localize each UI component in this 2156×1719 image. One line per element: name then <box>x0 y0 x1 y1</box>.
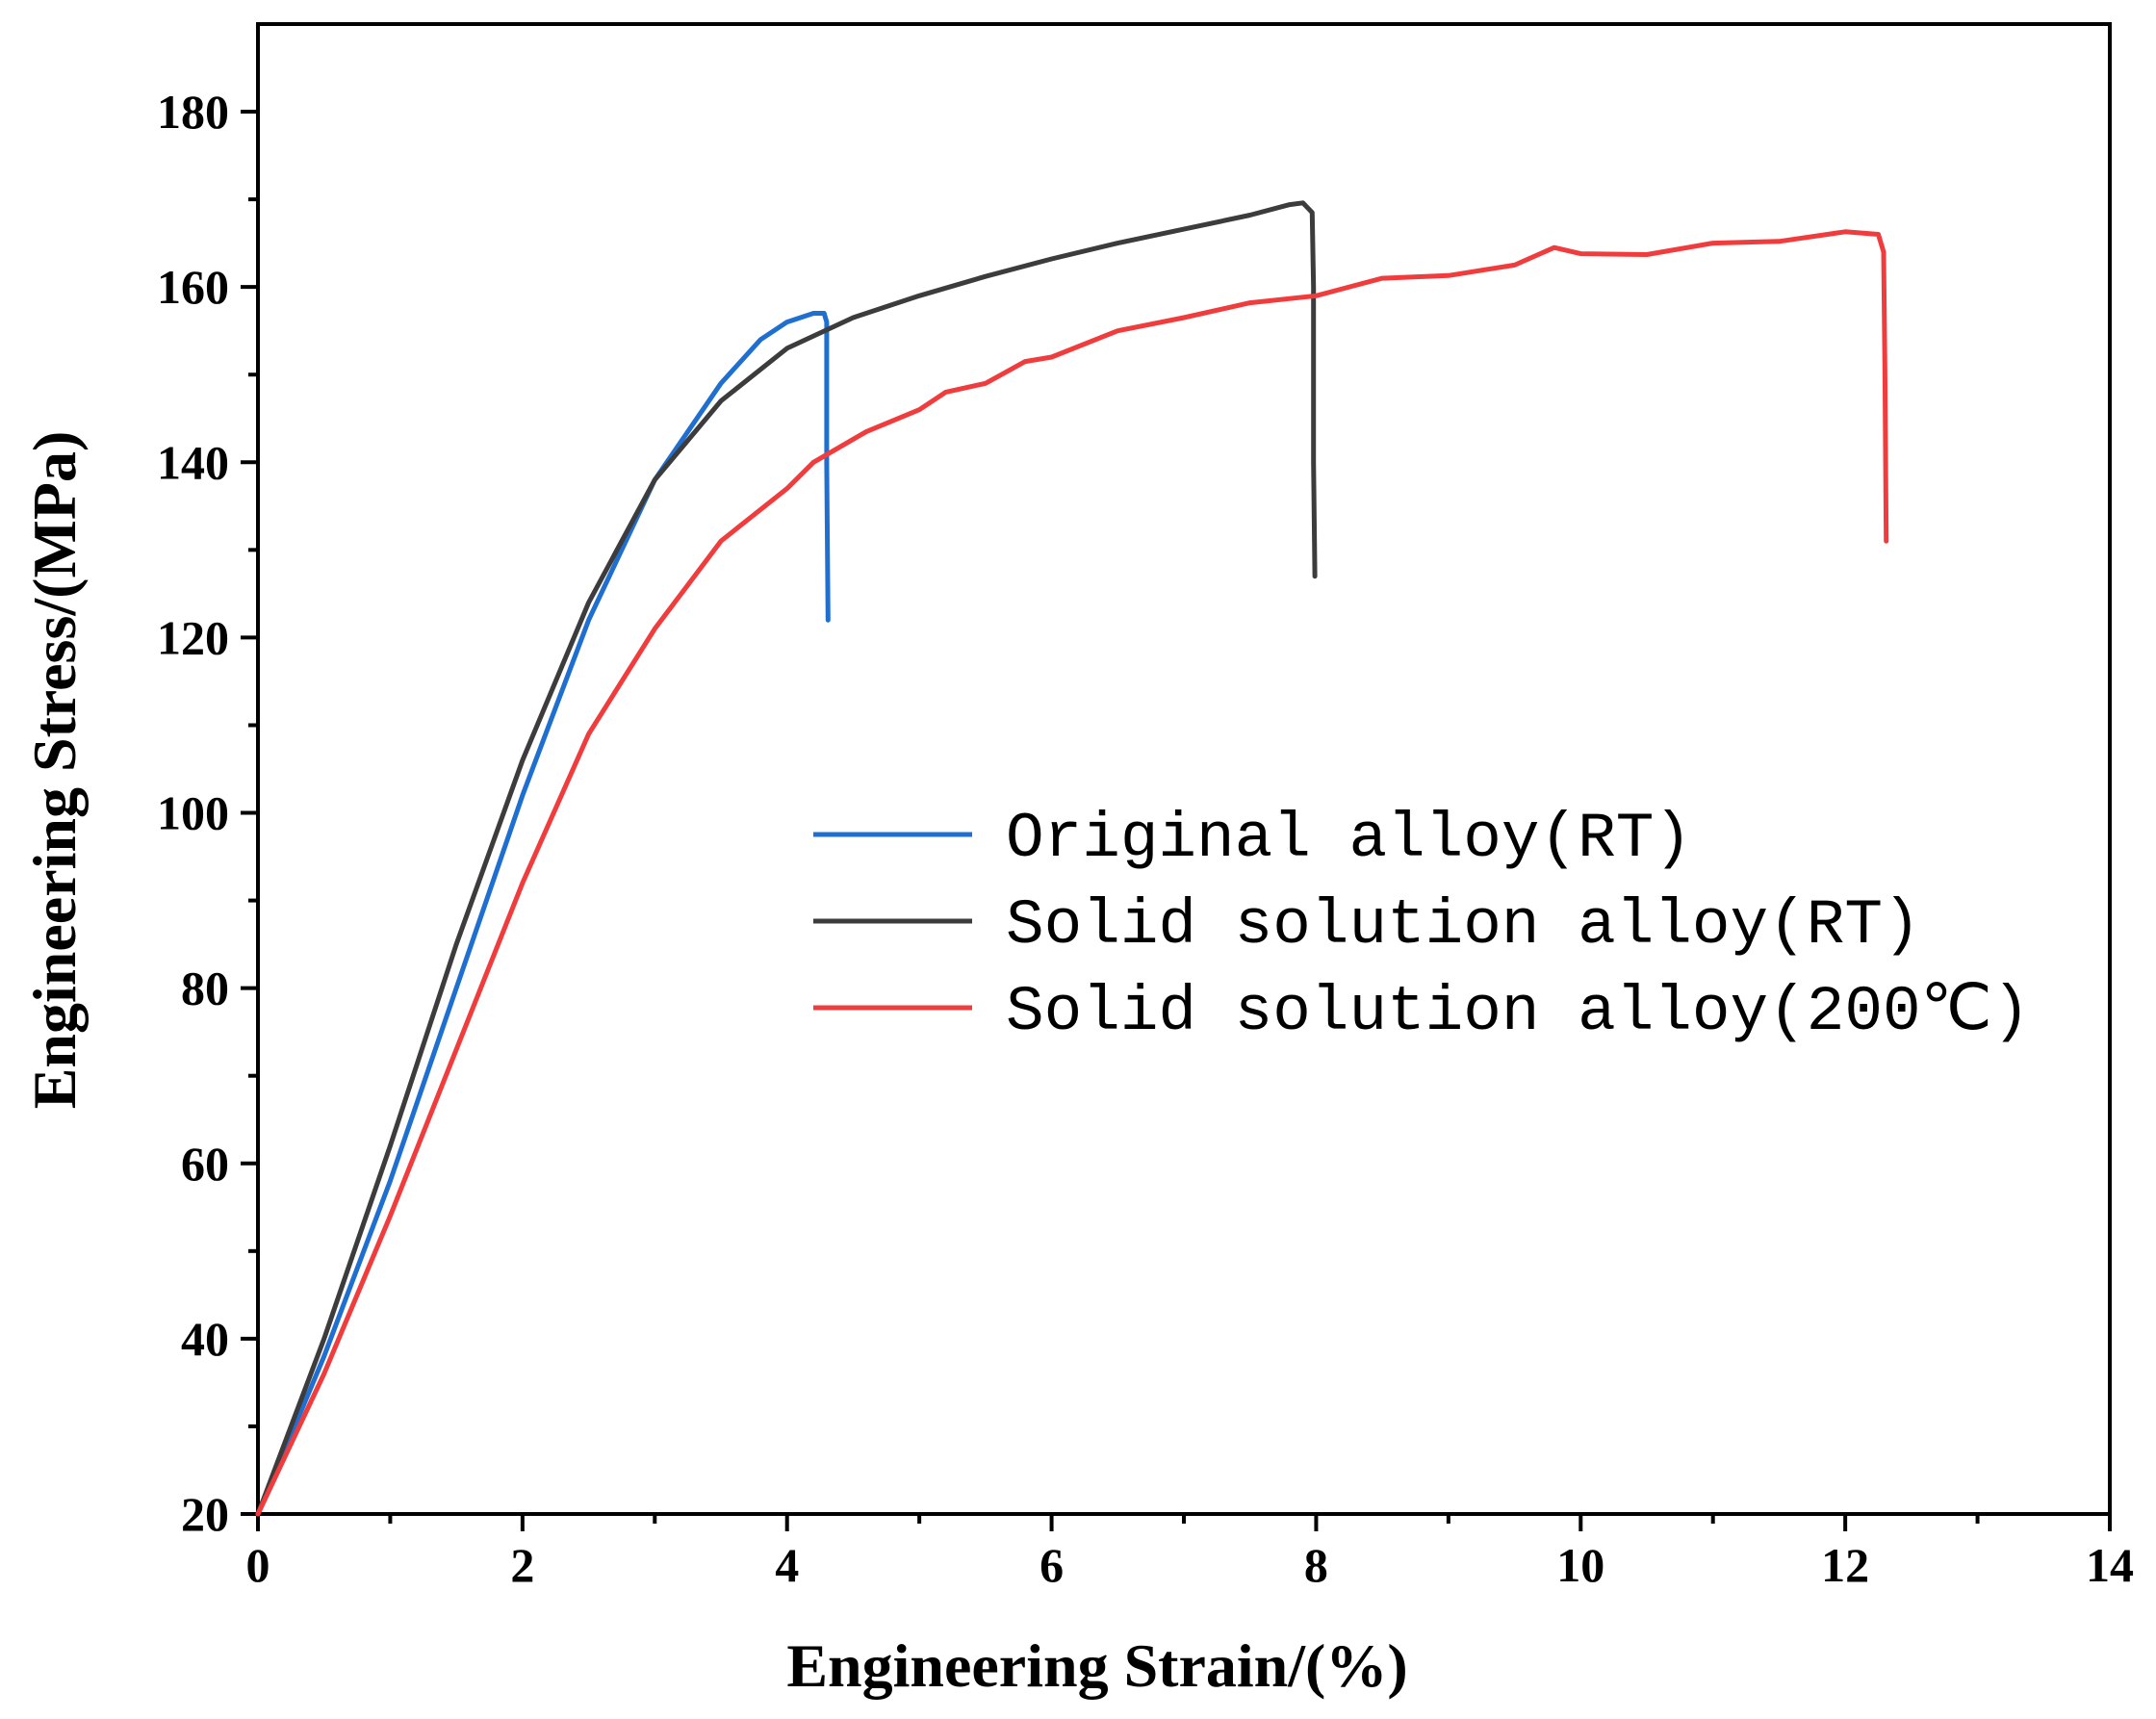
x-tick-label: 4 <box>775 1538 799 1592</box>
y-tick-label: 60 <box>181 1137 229 1191</box>
y-tick-label: 140 <box>157 435 229 489</box>
series-line-2 <box>255 200 1318 1517</box>
x-tick-label: 2 <box>510 1538 534 1592</box>
y-axis-title: Engineering Stress/(MPa) <box>20 431 89 1110</box>
x-axis-title: Engineering Strain/(%) <box>786 1631 1407 1700</box>
x-axis-ticks: 0 2 4 6 8 10 12 14 <box>246 1514 2134 1592</box>
x-tick-label: 6 <box>1040 1538 1064 1592</box>
y-tick-label: 100 <box>157 786 229 840</box>
x-tick-label: 8 <box>1304 1538 1328 1592</box>
x-tick-label: 10 <box>1556 1538 1604 1592</box>
legend-label: Solid solution alloy(200℃) <box>1006 976 2030 1048</box>
series-lines <box>255 200 1889 1517</box>
series-line-3 <box>255 229 1889 1517</box>
legend-label: Solid solution alloy(RT) <box>1006 889 1921 962</box>
y-axis-ticks: 20 40 60 80 100 120 140 160 180 <box>157 85 258 1541</box>
x-tick-label: 0 <box>246 1538 270 1592</box>
legend: Original alloy(RT) Solid solution alloy(R… <box>813 803 2030 1048</box>
series-line-1 <box>255 311 831 1517</box>
y-tick-label: 180 <box>157 85 229 139</box>
x-tick-label: 14 <box>2086 1538 2134 1592</box>
y-tick-label: 80 <box>181 962 229 1015</box>
y-tick-label: 20 <box>181 1487 229 1541</box>
y-tick-label: 120 <box>157 610 229 664</box>
y-tick-label: 40 <box>181 1312 229 1366</box>
y-tick-label: 160 <box>157 260 229 314</box>
x-tick-label: 12 <box>1821 1538 1869 1592</box>
legend-label: Original alloy(RT) <box>1006 803 1692 875</box>
